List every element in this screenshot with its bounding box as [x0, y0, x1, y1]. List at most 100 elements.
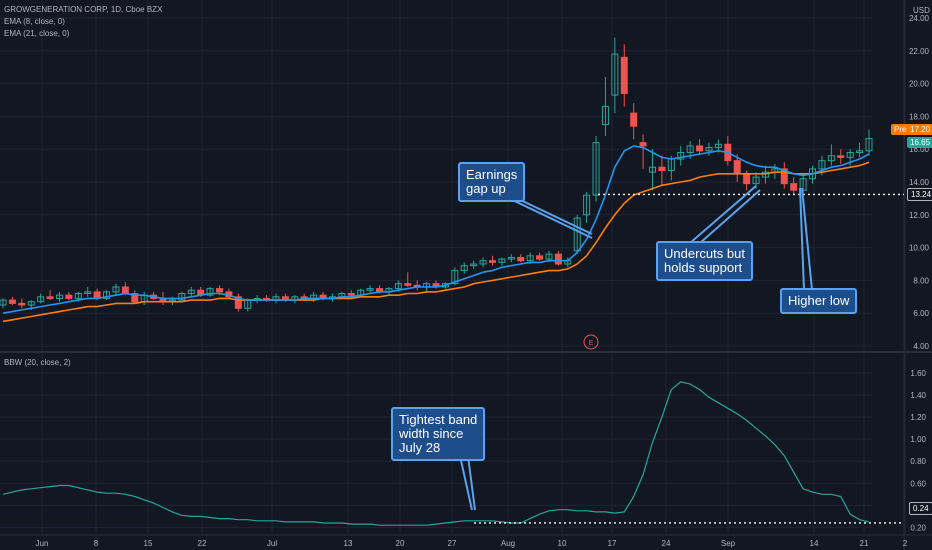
- undercuts-pointer: [699, 189, 761, 244]
- candle-body: [206, 288, 214, 296]
- candle: [837, 149, 845, 164]
- time-axis-label: 20: [396, 539, 405, 548]
- candle: [517, 254, 525, 263]
- time-axis-label: Jun: [36, 539, 49, 548]
- price-axis-label: 8.00: [913, 276, 929, 285]
- candle: [103, 290, 111, 301]
- candle-body: [761, 171, 769, 178]
- candle-body: [780, 168, 788, 185]
- candle-body: [658, 166, 666, 172]
- candle: [234, 293, 242, 312]
- time-axis-label: Sep: [721, 539, 736, 548]
- candle: [46, 290, 54, 301]
- candle: [658, 155, 666, 186]
- ema8-legend: EMA (8, close, 0): [4, 17, 65, 26]
- pre-price-tag: 17.20: [907, 124, 932, 135]
- support-level-tag: 13.24: [907, 188, 932, 201]
- candle-body: [601, 106, 609, 126]
- candle: [630, 103, 638, 140]
- candle-body: [639, 142, 647, 147]
- candle-body: [394, 283, 402, 290]
- time-axis-label: Aug: [501, 539, 515, 548]
- candle: [780, 162, 788, 189]
- price-axis-label: 20.00: [909, 80, 930, 89]
- candle-body: [837, 155, 845, 158]
- candle-body: [649, 166, 656, 173]
- currency-label: USD: [913, 6, 930, 15]
- ema21-line: [2, 161, 870, 323]
- candle-body: [498, 258, 506, 263]
- candle-body: [677, 151, 685, 160]
- candle-body: [583, 194, 591, 216]
- candle-body: [733, 160, 741, 175]
- candle-body: [705, 147, 713, 152]
- candle-body: [65, 294, 73, 299]
- candle: [865, 129, 873, 156]
- candle-body: [347, 293, 355, 296]
- candle: [498, 257, 506, 266]
- candle: [536, 252, 544, 261]
- bbw-axis-label: 1.20: [910, 413, 926, 422]
- candle-body: [488, 260, 496, 263]
- candle: [0, 298, 7, 309]
- candle-body: [686, 145, 694, 153]
- ema8-line: [2, 145, 870, 314]
- earnings-pointer: [511, 195, 593, 235]
- time-axis-label: 17: [608, 539, 617, 548]
- time-axis-label: 13: [344, 539, 353, 548]
- tightest-pointer: [467, 455, 476, 511]
- time-axis-label: 14: [810, 539, 819, 548]
- time-axis-label: 2: [903, 539, 908, 548]
- candle-body: [479, 260, 487, 265]
- pre-market-tag: Pre: [891, 124, 910, 135]
- candle-body: [790, 183, 798, 191]
- earnings-marker-icon: [583, 334, 599, 350]
- candle: [65, 291, 73, 301]
- time-axis-label: 15: [144, 539, 153, 548]
- bbw-level-tag: 0.24: [909, 502, 932, 515]
- price-axis-label: 14.00: [909, 178, 930, 187]
- price-axis-label: 6.00: [913, 309, 929, 318]
- candle: [470, 260, 478, 269]
- undercuts-callout: Undercuts but holds support: [656, 241, 753, 281]
- bbw-axis-label: 1.60: [910, 369, 926, 378]
- candle: [705, 142, 713, 156]
- candle: [84, 286, 92, 297]
- candle: [55, 291, 63, 302]
- candle-body: [865, 138, 873, 152]
- candle-body: [0, 299, 7, 306]
- candle-body: [404, 283, 412, 286]
- candle: [649, 149, 656, 191]
- symbol-title: GROWGENERATION CORP, 1D, Cboe BZX: [4, 5, 163, 14]
- candle-body: [366, 288, 374, 291]
- earnings-marker-label: E: [589, 340, 594, 347]
- candle-body: [187, 289, 195, 295]
- candle-body: [103, 291, 111, 299]
- candle-body: [55, 294, 63, 299]
- time-axis-label: 10: [558, 539, 567, 548]
- tightest-pointer-edge: [459, 455, 473, 511]
- bbw-axis-label: 0.60: [910, 479, 926, 488]
- candle-body: [8, 299, 16, 304]
- candle-body: [856, 150, 864, 153]
- candle-body: [545, 253, 553, 260]
- candle: [790, 177, 798, 196]
- candle: [488, 255, 496, 266]
- bbw-axis-label: 1.00: [910, 435, 926, 444]
- candle-body: [696, 145, 704, 152]
- candle-body: [818, 160, 826, 170]
- candle-body: [18, 302, 26, 306]
- candle-body: [121, 286, 129, 295]
- candle-body: [846, 151, 854, 158]
- candle-body: [743, 173, 751, 185]
- candle-body: [554, 253, 562, 265]
- candle-body: [216, 288, 223, 293]
- price-axis-label: 16.00: [909, 145, 930, 154]
- candle: [611, 37, 619, 114]
- higher-low-callout: Higher low: [780, 288, 858, 314]
- candle: [696, 139, 704, 155]
- bbw-legend: BBW (20, close, 2): [4, 358, 71, 367]
- candle-body: [517, 256, 525, 262]
- candle-body: [234, 296, 242, 309]
